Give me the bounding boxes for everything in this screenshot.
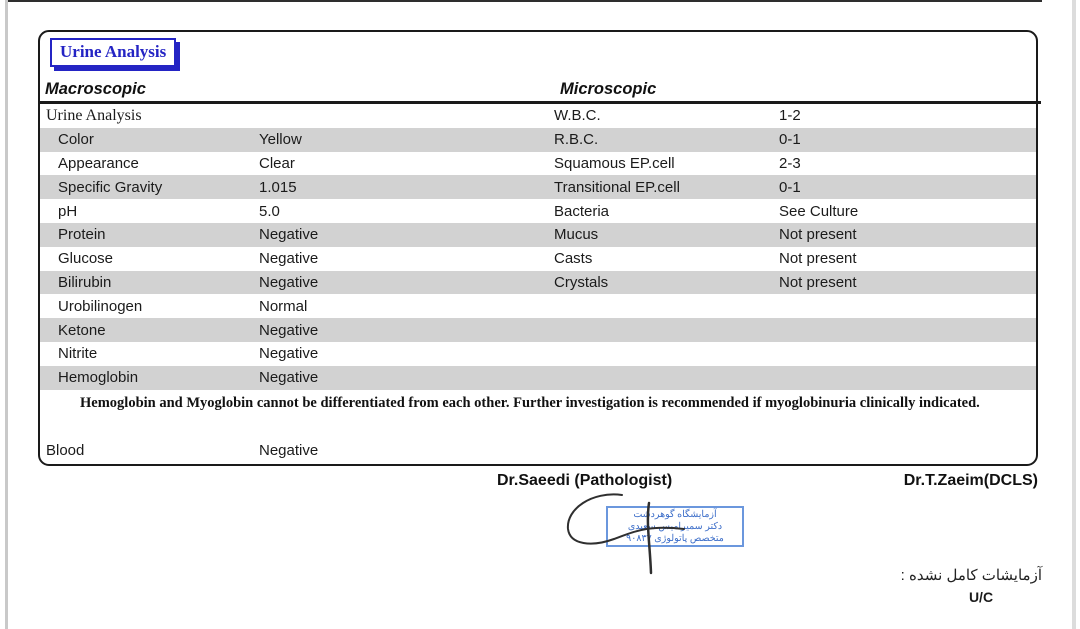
stamp-line-3: متخصص پاتولوژی ۹۰۸۳۷ [626, 533, 724, 544]
row-right-value: Not present [779, 250, 857, 268]
row-right-value: 2-3 [779, 154, 801, 172]
signature-pathologist: Dr.Saeedi (Pathologist) [497, 472, 673, 489]
row-left-value: Negative [259, 273, 319, 291]
stamp-line-2: دکتر سمیرامیس سعیدی [627, 521, 723, 532]
table-row: Glucose Negative Casts Not present [40, 247, 1036, 271]
hemoglobin-note: Hemoglobin and Myoglobin cannot be diffe… [80, 395, 980, 411]
row-right-value: See Culture [779, 202, 859, 220]
row-left-value: Negative [259, 250, 319, 268]
report-title: Urine Analysis [50, 38, 177, 67]
row-left-value: Yellow [259, 131, 302, 149]
table-row: Specific Gravity 1.015 Transitional EP.cel… [40, 175, 1036, 200]
row-right-label: Crystals [554, 273, 609, 291]
row-right-label: R.B.C. [554, 131, 599, 149]
row-left-value: 1.015 [259, 178, 297, 196]
row-right-value: Not present [779, 226, 857, 244]
results-table: Urine Analysis W.B.C. 1-2 Color Yellow R.B.C.… [40, 104, 1036, 390]
row-right-value: Not present [779, 273, 857, 291]
row-left-label: Ketone [58, 321, 106, 339]
row-right-label: W.B.C. [554, 107, 601, 125]
blood-label: Blood [46, 441, 85, 459]
page-left-edge [5, 0, 8, 629]
row-left-label: Hemoglobin [58, 369, 139, 387]
page-top-edge [8, 0, 1042, 2]
table-row: pH 5.0 Bacteria See Culture [40, 199, 1036, 223]
row-right-label: Bacteria [554, 202, 610, 220]
row-right-label: Casts [554, 250, 593, 268]
row-right-value: 0-1 [779, 131, 801, 149]
row-left-label: Urine Analysis [46, 106, 142, 124]
row-right-value: 1-2 [779, 107, 801, 125]
macroscopic-header: Macroscopic [45, 80, 146, 98]
row-left-value: Negative [259, 321, 319, 339]
row-left-label: Bilirubin [58, 273, 112, 291]
footer-test-code: U/C [968, 589, 994, 605]
row-left-label: Color [58, 131, 94, 149]
row-left-label: Glucose [58, 250, 114, 268]
table-row: Appearance Clear Squamous EP.cell 2-3 [40, 152, 1036, 176]
signature-dcls: Dr.T.Zaeim(DCLS) [903, 472, 1038, 489]
row-left-label: Urobilinogen [58, 297, 143, 315]
row-left-label: Protein [58, 226, 106, 244]
row-left-value: Negative [259, 345, 319, 363]
handwritten-signature-icon [566, 493, 685, 575]
footer-incomplete-label: آزمایشات کامل نشده : [900, 567, 1042, 584]
microscopic-header: Microscopic [560, 80, 657, 98]
table-row: Hemoglobin Negative [40, 365, 1036, 390]
table-row: Color Yellow R.B.C. 0-1 [40, 127, 1036, 152]
row-right-label: Squamous EP.cell [554, 154, 675, 172]
row-left-label: Nitrite [58, 345, 98, 363]
row-left-label: pH [58, 202, 78, 220]
row-left-value: Negative [259, 226, 319, 244]
report-box: Urine Analysis Macroscopic Microscopic U… [38, 30, 1041, 466]
row-left-value: 5.0 [259, 202, 280, 220]
footer-incomplete-tests: آزمایشات کامل نشده : U/C [872, 566, 1042, 605]
blood-row: Blood Negative [40, 438, 1036, 462]
header-divider [39, 101, 1041, 104]
table-row: Bilirubin Negative Crystals Not present [40, 270, 1036, 295]
row-left-value: Clear [259, 154, 295, 172]
table-row: Urobilinogen Normal [40, 294, 1036, 318]
row-right-label: Mucus [554, 226, 599, 244]
row-right-value: 0-1 [779, 178, 801, 196]
blood-value: Negative [259, 441, 319, 459]
row-left-value: Normal [259, 297, 308, 315]
row-left-label: Specific Gravity [58, 178, 163, 196]
row-left-value: Negative [259, 369, 319, 387]
row-left-label: Appearance [58, 154, 139, 172]
row-right-label: Transitional EP.cell [554, 178, 680, 196]
table-row: Nitrite Negative [40, 342, 1036, 366]
table-row: Urine Analysis W.B.C. 1-2 [40, 104, 1036, 128]
stamp-line-1: آزمایشگاه گوهردشت [633, 509, 717, 520]
lab-stamp: آزمایشگاه گوهردشت دکتر سمیرامیس سعیدی مت… [606, 506, 744, 547]
page-right-edge [1072, 0, 1076, 629]
table-row: Ketone Negative [40, 318, 1036, 342]
table-row: Protein Negative Mucus Not present [40, 222, 1036, 247]
